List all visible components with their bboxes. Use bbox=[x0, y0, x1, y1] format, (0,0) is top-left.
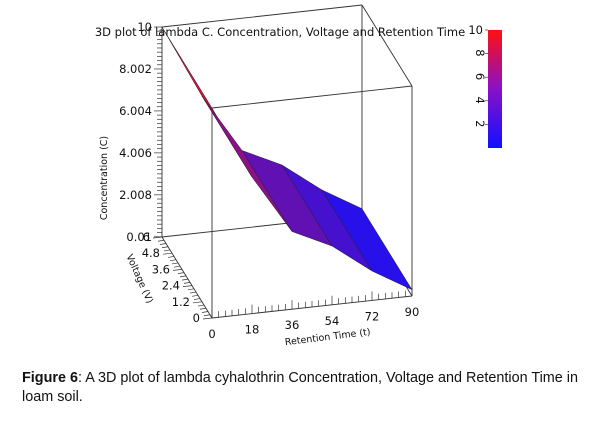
v-tick-label: 0 bbox=[193, 311, 200, 325]
v-tick bbox=[203, 314, 211, 317]
v-tick-label: 1.2 bbox=[172, 295, 190, 309]
v-tick bbox=[197, 304, 205, 307]
t-tick-label: 36 bbox=[285, 318, 300, 332]
z-tick-label: 0.01 bbox=[126, 230, 152, 244]
v-tick bbox=[152, 236, 163, 239]
v-tick bbox=[159, 243, 167, 245]
z-tick-label: 4.006 bbox=[119, 146, 152, 160]
surface-plot: 0.012.0084.0066.0048.0021001.22.43.64.86… bbox=[95, 4, 502, 348]
t-tick-label: 54 bbox=[325, 314, 340, 328]
axis-ticks: 0.012.0084.0066.0048.0021001.22.43.64.86… bbox=[119, 20, 419, 341]
colorbar-tick-label: 2 bbox=[473, 120, 487, 127]
z-tick-label: 8.002 bbox=[119, 62, 152, 76]
v-tick bbox=[179, 275, 187, 278]
t-tick-label: 72 bbox=[365, 309, 380, 323]
z-axis-title: Concentration (C) bbox=[99, 136, 110, 220]
z-tick-label: 2.008 bbox=[119, 188, 152, 202]
v-tick bbox=[177, 272, 185, 274]
v-tick bbox=[201, 311, 209, 313]
v-tick bbox=[199, 307, 207, 310]
v-tick bbox=[167, 256, 175, 258]
v-tick bbox=[169, 259, 177, 262]
z-tick-label: 10 bbox=[137, 20, 152, 34]
v-tick bbox=[187, 288, 195, 291]
v-tick bbox=[161, 246, 169, 249]
v-tick bbox=[202, 317, 213, 320]
v-tick-label: 2.4 bbox=[162, 279, 180, 293]
v-tick bbox=[162, 252, 173, 255]
chart-title: 3D plot of lambda C. Concentration, Volt… bbox=[95, 25, 465, 39]
box-edge bbox=[361, 4, 413, 87]
v-tick bbox=[157, 239, 165, 242]
box-edge bbox=[161, 4, 363, 28]
colorbar: 2 4 6 8 10 bbox=[468, 23, 502, 148]
colorbar-tick-label: 6 bbox=[473, 73, 487, 80]
surface-mesh bbox=[161, 26, 413, 291]
z-tick-label: 6.004 bbox=[119, 104, 152, 118]
v-tick bbox=[181, 278, 189, 281]
v-tick bbox=[193, 298, 201, 300]
v-axis-title: Voltage (V) bbox=[124, 253, 155, 306]
box-edge bbox=[161, 236, 213, 319]
v-tick bbox=[163, 249, 171, 252]
colorbar-tick-label: 8 bbox=[473, 49, 487, 56]
t-tick-label: 90 bbox=[405, 305, 420, 319]
v-tick-label: 3.6 bbox=[152, 262, 170, 276]
chart: 0.01 2.008 4.006 6.004 8.002 10 0 1.2 2.4 3.6 4.8 6… bbox=[95, 4, 502, 348]
v-tick bbox=[191, 294, 199, 297]
v-tick bbox=[171, 262, 179, 265]
plot-box-front bbox=[211, 4, 413, 296]
v-tick bbox=[189, 291, 197, 294]
v-tick bbox=[182, 285, 193, 287]
v-tick bbox=[173, 265, 181, 268]
colorbar-tick-label: 10 bbox=[468, 23, 483, 37]
v-tick-label: 4.8 bbox=[142, 246, 160, 260]
figure-caption: Figure 6: A 3D plot of lambda cyhalothri… bbox=[22, 369, 578, 407]
colorbar-gradient bbox=[488, 30, 502, 148]
v-tick bbox=[172, 269, 183, 271]
box-edge bbox=[211, 85, 413, 109]
v-tick-label: 6 bbox=[143, 230, 150, 244]
caption-text: : A 3D plot of lambda cyhalothrin Concen… bbox=[22, 370, 578, 405]
t-tick-label: 0 bbox=[208, 327, 215, 341]
colorbar-tick-label: 4 bbox=[473, 96, 487, 103]
v-tick bbox=[192, 301, 203, 304]
caption-label: Figure 6 bbox=[22, 370, 78, 386]
v-tick bbox=[183, 282, 191, 284]
t-tick-label: 18 bbox=[245, 323, 260, 337]
surface-patch bbox=[321, 189, 413, 291]
